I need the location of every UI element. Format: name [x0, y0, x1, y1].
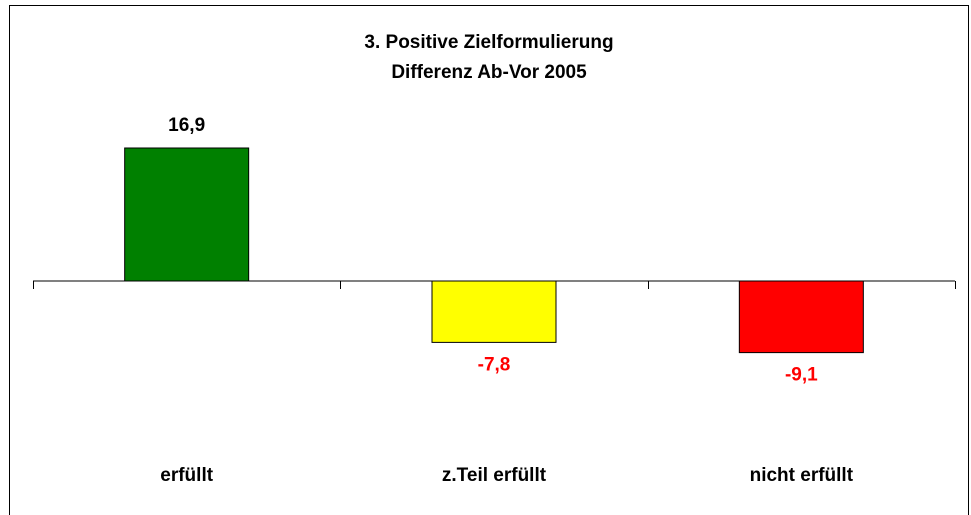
bar: [124, 147, 250, 282]
value-label: 16,9: [168, 115, 205, 136]
bar: [738, 280, 864, 354]
chart-title: 3. Positive Zielformulierung: [364, 32, 613, 53]
value-label: -7,8: [478, 354, 511, 375]
x-tick-label: z.Teil erfüllt: [442, 465, 547, 486]
x-tick-label: nicht erfüllt: [750, 465, 854, 486]
bar: [431, 280, 557, 343]
x-tick-label: erfüllt: [160, 465, 213, 486]
value-label: -9,1: [785, 365, 818, 386]
chart-subtitle: Differenz Ab-Vor 2005: [391, 62, 587, 83]
